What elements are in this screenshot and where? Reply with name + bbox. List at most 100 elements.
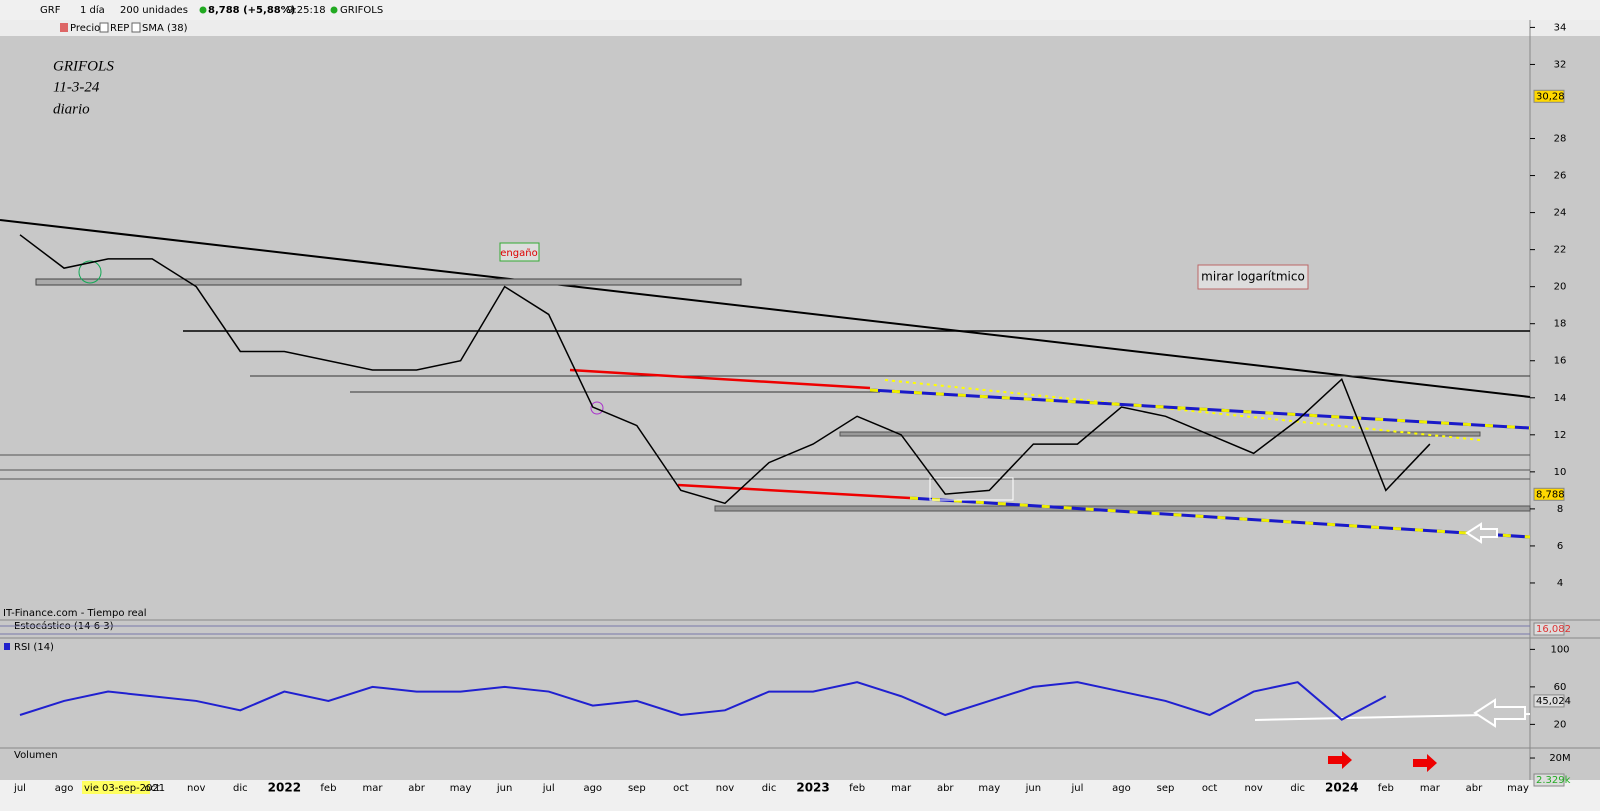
value-marker-label: 30,28: [1536, 91, 1565, 102]
arrow: [1413, 754, 1437, 772]
value-marker: [1533, 487, 1565, 501]
quote: 8,788 (+5,88%): [208, 5, 295, 16]
trendline: [569, 368, 871, 390]
legend-box: [60, 23, 68, 32]
y-tick-label: 14: [1554, 393, 1567, 404]
x-tick-label: dic: [1290, 783, 1305, 794]
x-tick-label: oct: [144, 783, 160, 794]
x-tick-label: nov: [716, 783, 734, 794]
x-tick-label: sep: [628, 783, 646, 794]
legend[interactable]: Precio: [70, 23, 100, 34]
y-tick-label: 28: [1554, 134, 1567, 145]
x-tick-label: 2022: [268, 781, 301, 795]
x-tick-label: may: [1507, 783, 1529, 794]
y-tick-label: 32: [1554, 59, 1567, 70]
note: mirar logarítmico: [1201, 270, 1305, 284]
legend[interactable]: REP: [110, 23, 129, 34]
title-line: 11-3-24: [53, 79, 100, 95]
y-tick-label: 34: [1554, 22, 1567, 33]
status-dot: [330, 6, 338, 14]
legend-box: [4, 643, 10, 650]
x-tick-label: feb: [1378, 783, 1394, 794]
x-tick-label: mar: [1420, 783, 1441, 794]
x-tick-label: jun: [496, 783, 512, 794]
y-tick-label: 24: [1554, 208, 1567, 219]
y-tick-label: 8: [1557, 504, 1563, 515]
value-marker: [1533, 89, 1565, 103]
toolbar-2: [0, 20, 1600, 36]
y-tick-label: 20: [1554, 719, 1567, 730]
x-tick-label: dic: [762, 783, 777, 794]
name: GRIFOLS: [340, 5, 383, 16]
value-marker-label: 16,082: [1536, 624, 1571, 635]
units[interactable]: 200 unidades: [120, 5, 188, 16]
y-tick-label: 100: [1550, 644, 1569, 655]
rsi-line: [19, 681, 1387, 721]
arrow: [1473, 698, 1526, 728]
note-box: [499, 242, 540, 262]
trendline: [884, 379, 1481, 441]
zone: [35, 278, 742, 286]
drawings: [0, 219, 1531, 772]
x-tick-label: nov: [187, 783, 205, 794]
x-tick-label: 2024: [1325, 781, 1358, 795]
x-tick-label: oct: [1202, 783, 1218, 794]
value-marker: [1533, 694, 1565, 708]
x-tick-label: feb: [849, 783, 865, 794]
interval[interactable]: 1 día: [80, 4, 105, 16]
trendline: [0, 219, 1531, 398]
y-tick-label: 12: [1554, 430, 1567, 441]
x-tick-label: jul: [13, 783, 26, 794]
x-tick-label: may: [978, 783, 1000, 794]
x-tick-label: dic: [233, 783, 248, 794]
y-tick-label: 18: [1554, 319, 1567, 330]
y-tick-label: 22: [1554, 245, 1567, 256]
panel-title: Volumen: [14, 750, 58, 761]
toolbar: [0, 0, 1600, 20]
y-tick-label: 10: [1554, 467, 1567, 478]
time: 9:25:18: [287, 5, 326, 16]
note: engaño: [500, 248, 537, 259]
panel-title: RSI (14): [14, 642, 54, 653]
legend-box: [131, 22, 141, 33]
x-tick-label: jul: [542, 783, 555, 794]
ticker[interactable]: GRF: [40, 5, 61, 16]
value-marker: [1533, 622, 1565, 636]
y-tick-label: 6: [1557, 541, 1563, 552]
arrow: [1465, 522, 1498, 544]
zone: [839, 431, 1481, 437]
x-tick-label: abr: [937, 783, 954, 794]
x-tick-label: jun: [1025, 783, 1041, 794]
x-tick-label: abr: [1466, 783, 1483, 794]
cursor-box: [82, 781, 150, 794]
note-box: [1197, 264, 1309, 290]
y-tick-label: 16: [1554, 356, 1567, 367]
legend-box: [99, 22, 109, 33]
x-tick-label: feb: [320, 783, 336, 794]
value-marker-label: 8,788: [1536, 489, 1565, 500]
value-marker-label: 45,024: [1536, 696, 1571, 707]
channel: [869, 388, 1531, 430]
value-marker: [1533, 773, 1565, 787]
x-tick-label: mar: [891, 783, 912, 794]
trendline: [677, 483, 911, 500]
x-tick-label: 2023: [796, 781, 829, 795]
x-tick-label: may: [450, 783, 472, 794]
x-tick-label: ago: [1112, 783, 1131, 794]
y-tick-label: 20M: [1549, 753, 1570, 764]
y-tick-label: 4: [1557, 578, 1563, 589]
price-line: [19, 234, 1431, 505]
legend[interactable]: SMA (38): [142, 23, 188, 34]
x-tick-label: ago: [583, 783, 602, 794]
y-tick-label: 60: [1554, 682, 1567, 693]
x-tick-label: nov: [1244, 783, 1262, 794]
x-tick-label: jul: [1070, 783, 1083, 794]
box: [929, 477, 1014, 501]
y-tick-label: 26: [1554, 171, 1567, 182]
arrow: [1328, 751, 1352, 769]
title-line: GRIFOLS: [53, 58, 114, 74]
title-line: diario: [53, 101, 90, 117]
x-tick-label: abr: [408, 783, 425, 794]
x-tick-label: mar: [362, 783, 383, 794]
